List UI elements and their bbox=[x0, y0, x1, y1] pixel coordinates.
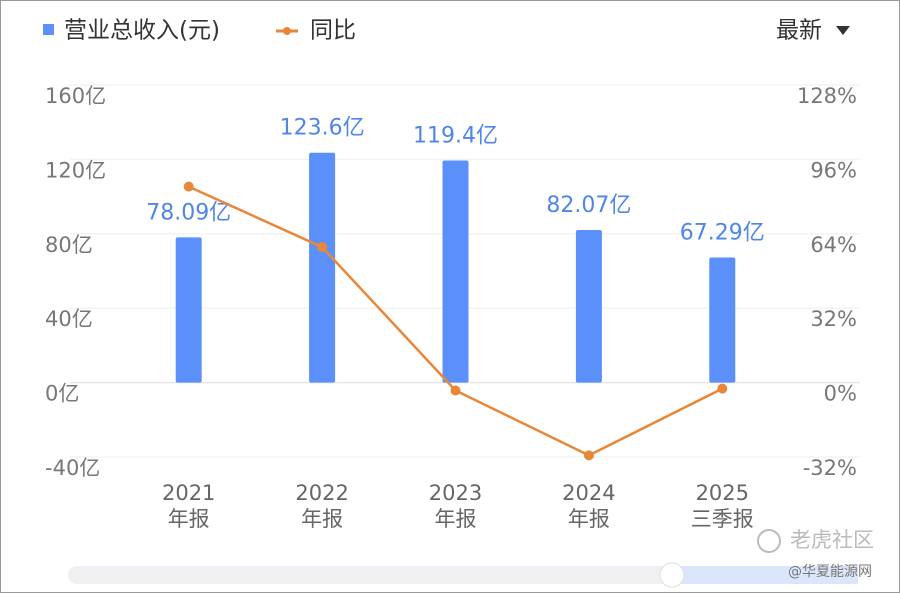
watermark: 老虎社区 bbox=[790, 528, 874, 552]
legend-line[interactable]: 同比 bbox=[310, 18, 356, 44]
value-label: 123.6亿 bbox=[280, 116, 365, 141]
y2-tick-label: 32% bbox=[810, 307, 857, 331]
dropdown-arrow[interactable] bbox=[836, 26, 850, 35]
line-point bbox=[717, 383, 728, 394]
x-tick-label: 2023 bbox=[429, 481, 482, 505]
y-tick-label: -40亿 bbox=[45, 456, 100, 480]
line-point bbox=[450, 385, 461, 396]
y2-tick-label: 96% bbox=[810, 158, 857, 182]
legend-swatch-bar bbox=[43, 24, 54, 35]
x-tick-label: 2022 bbox=[295, 481, 348, 505]
x-tick-label: 年报 bbox=[568, 507, 610, 531]
bar bbox=[309, 152, 336, 383]
y-tick-label: 120亿 bbox=[45, 158, 106, 182]
value-label: 82.07亿 bbox=[546, 193, 631, 218]
x-tick-label: 2024 bbox=[562, 481, 615, 505]
bar bbox=[175, 237, 202, 383]
legend-swatch-dot bbox=[283, 27, 291, 35]
line-point bbox=[583, 450, 594, 461]
value-label: 78.09亿 bbox=[146, 200, 231, 225]
x-tick-label: 2025 bbox=[696, 481, 749, 505]
scroll-range[interactable] bbox=[672, 566, 858, 584]
scroll-handle[interactable] bbox=[659, 562, 685, 588]
x-tick-label: 2021 bbox=[162, 481, 215, 505]
y2-tick-label: 64% bbox=[810, 233, 857, 257]
x-tick-label: 年报 bbox=[301, 507, 343, 531]
watermark-icon bbox=[757, 529, 781, 553]
x-tick-label: 三季报 bbox=[691, 507, 754, 531]
line-point bbox=[183, 181, 194, 192]
value-label: 119.4亿 bbox=[413, 124, 498, 149]
y-tick-label: 80亿 bbox=[45, 233, 93, 257]
bar bbox=[575, 229, 602, 383]
y2-tick-label: -32% bbox=[803, 456, 857, 480]
line-point bbox=[317, 242, 328, 253]
bar bbox=[709, 257, 736, 383]
watermark-source: @华夏能源网 bbox=[788, 564, 872, 580]
y2-tick-label: 128% bbox=[797, 84, 857, 108]
x-tick-label: 年报 bbox=[168, 507, 210, 531]
y-tick-label: 160亿 bbox=[45, 84, 106, 108]
y-tick-label: 40亿 bbox=[45, 307, 93, 331]
bar bbox=[442, 160, 469, 383]
x-tick-label: 年报 bbox=[435, 507, 477, 531]
value-label: 67.29亿 bbox=[680, 220, 765, 245]
filter-dropdown[interactable]: 最新 bbox=[776, 18, 822, 44]
y2-tick-label: 0% bbox=[824, 382, 857, 406]
legend-bar[interactable]: 营业总收入(元) bbox=[64, 18, 220, 44]
y-tick-label: 0亿 bbox=[45, 382, 79, 406]
